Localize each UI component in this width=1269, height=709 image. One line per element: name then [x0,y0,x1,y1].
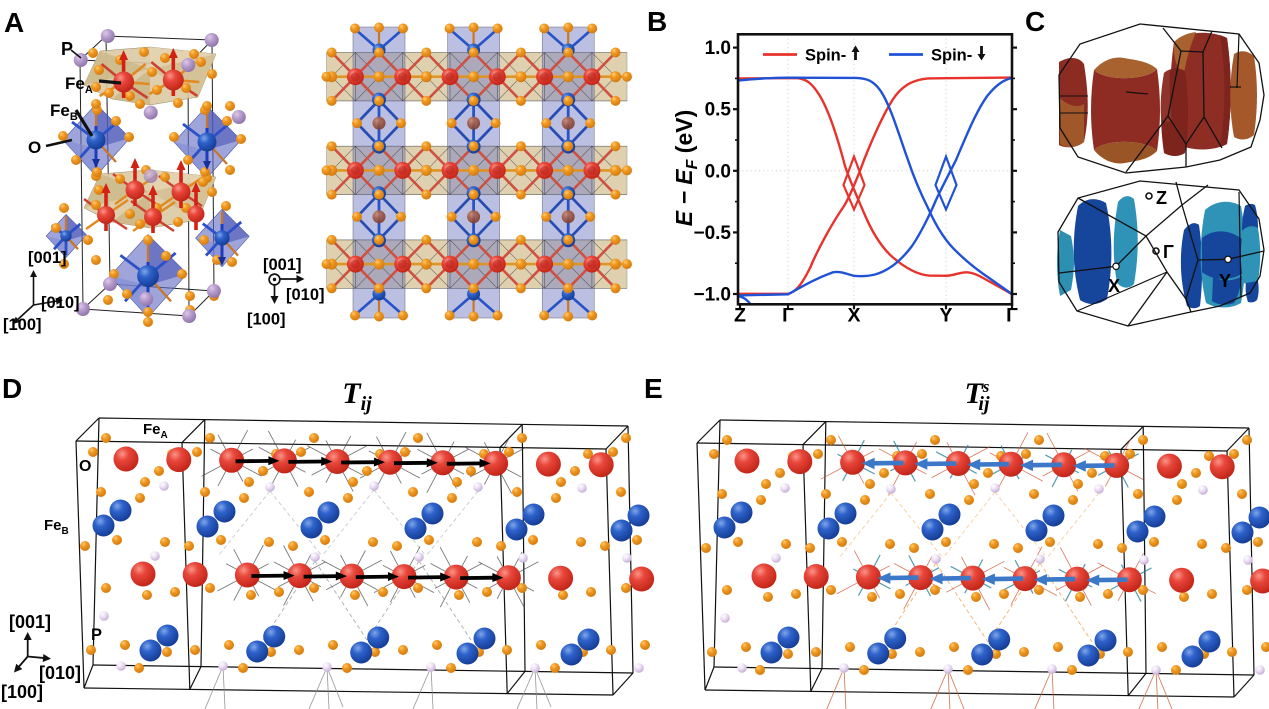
svg-text:[001]: [001] [28,249,67,267]
svg-text:X: X [1108,276,1120,296]
svg-text:O: O [79,458,91,475]
svg-text:[001]: [001] [263,256,302,274]
svg-text:Tij: Tij [342,377,372,415]
svg-text:E: E [644,373,663,404]
svg-text:Γ: Γ [1163,242,1174,262]
svg-text:P: P [61,39,73,59]
svg-text:[010]: [010] [41,294,80,312]
svg-text:[001]: [001] [9,612,51,632]
svg-text:1.0: 1.0 [705,38,731,59]
svg-text:FeB: FeB [50,101,78,123]
svg-text:Z: Z [734,305,746,327]
svg-text:FeA: FeA [143,421,168,441]
svg-text:Spin-: Spin- [805,47,846,65]
svg-text:−1.0: −1.0 [693,285,731,306]
svg-text:E − EF (eV): E − EF (eV) [671,110,701,227]
svg-text:[010]: [010] [39,663,81,683]
svg-text:Γ: Γ [1006,305,1018,327]
svg-text:FeB: FeB [44,517,69,537]
svg-text:D: D [2,373,22,404]
svg-text:B: B [647,6,667,37]
svg-text:[100]: [100] [1,682,43,702]
svg-text:−0.5: −0.5 [693,223,731,244]
svg-text:Γ: Γ [782,305,794,327]
svg-text:Spin-: Spin- [931,47,972,65]
svg-text:Y: Y [939,305,952,327]
svg-text:P: P [91,626,102,644]
svg-text:0.5: 0.5 [705,100,732,121]
svg-text:0.0: 0.0 [705,161,731,182]
svg-text:[100]: [100] [247,311,286,329]
svg-text:X: X [847,305,860,327]
svg-text:O: O [28,138,41,157]
svg-text:C: C [1025,6,1045,37]
svg-text:[100]: [100] [3,316,42,334]
svg-text:[010]: [010] [286,286,325,304]
svg-text:Z: Z [1156,188,1167,208]
svg-text:A: A [4,7,24,38]
svg-text:Y: Y [1219,271,1231,291]
